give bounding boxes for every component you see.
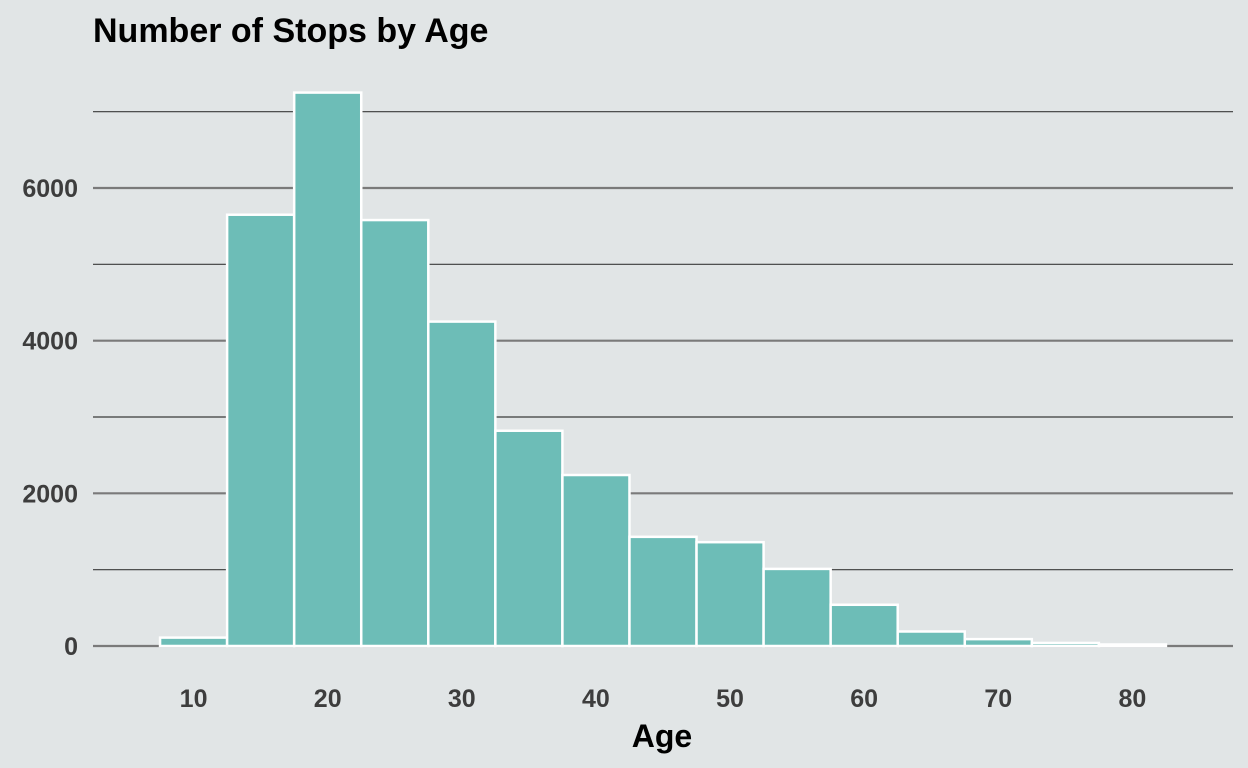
x-tick-label: 20 <box>314 685 342 713</box>
y-tick-labels: 0 2000 4000 6000 <box>22 175 78 661</box>
x-tick-label: 10 <box>180 685 208 713</box>
bars <box>158 91 1168 648</box>
histogram-bar <box>561 473 631 648</box>
x-tick-label: 60 <box>850 685 878 713</box>
y-tick-label: 4000 <box>22 328 78 356</box>
histogram-bar <box>762 567 832 648</box>
x-tick-label: 40 <box>582 685 610 713</box>
histogram-bar <box>695 540 765 648</box>
x-tick-label: 50 <box>716 685 744 713</box>
x-tick-labels: 10 20 30 40 50 60 70 80 <box>180 685 1147 713</box>
histogram-bar <box>225 213 296 648</box>
histogram-bar <box>1030 641 1101 648</box>
histogram-bar <box>896 630 967 648</box>
x-tick-label: 30 <box>448 685 476 713</box>
y-tick-label: 6000 <box>22 175 78 203</box>
histogram-bar <box>829 603 899 648</box>
histogram-bar <box>1097 643 1168 648</box>
histogram-bar <box>494 429 564 648</box>
histogram-bar <box>628 535 698 648</box>
histogram-bar <box>963 637 1034 648</box>
histogram-bar <box>427 320 497 648</box>
x-axis-label: Age <box>632 718 692 754</box>
y-tick-label: 0 <box>64 633 78 661</box>
x-tick-label: 80 <box>1119 685 1147 713</box>
y-tick-label: 2000 <box>22 480 78 508</box>
histogram-bar <box>359 218 430 648</box>
chart-title: Number of Stops by Age <box>93 12 488 50</box>
x-tick-label: 70 <box>984 685 1012 713</box>
histogram-bar <box>158 636 229 648</box>
histogram-bar <box>292 91 363 648</box>
